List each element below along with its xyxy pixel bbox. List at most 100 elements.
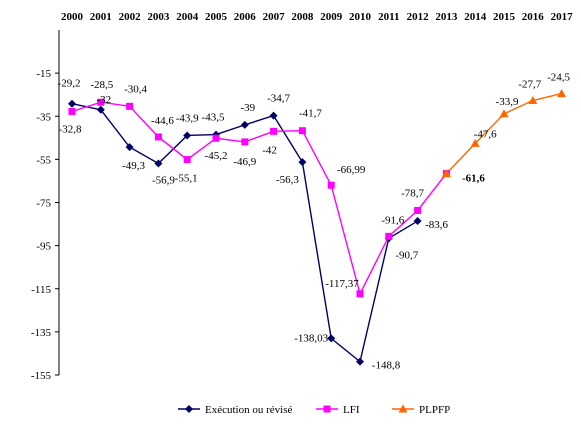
data-label-ex-cution-ou-r-vis: -56,3 [276,174,299,186]
data-label-lfi: -28,5 [90,79,113,91]
x-tick-label: 2011 [378,11,399,23]
x-tick-label: 2001 [90,11,112,23]
y-tick-label: -75 [36,198,51,210]
point-lfi [68,108,76,116]
data-label-lfi: -30,4 [124,83,147,95]
x-tick-label: 2003 [147,11,170,23]
point-lfi [126,102,134,110]
data-label-lfi: -42 [262,144,277,156]
point-lfi [356,290,364,298]
data-label-ex-cution-ou-r-vis: -56,9 [152,174,175,186]
legend-label-ex-cution-ou-r-vis: Exécution ou révisé [205,404,292,416]
point-ex-cution-ou-r-vis [96,105,105,114]
data-label-ex-cution-ou-r-vis: -34,7 [267,93,290,105]
y-tick-label: -115 [31,284,51,296]
x-tick-label: 2010 [349,11,372,23]
legend-label-plpfp: PLPFP [419,404,450,416]
x-tick-labels: 2000 2001 2002 2003 2004 2005 2006 2007 2008 2009… [61,11,573,23]
data-label-ex-cution-ou-r-vis: -32 [96,94,111,106]
data-label-lfi: -66,99 [337,164,366,176]
data-label-plpfp: -33,9 [496,96,519,108]
y-tick-labels: -15 -35 -55 -75 -95 -115 -135 -155 [31,68,52,382]
data-label-lfi: -32,8 [59,124,82,136]
data-label-lfi: -90,7 [395,249,418,261]
point-plpfp [528,96,538,105]
data-label-ex-cution-ou-r-vis: -148,8 [372,360,401,372]
point-lfi [241,138,249,146]
data-labels: -29,2 -32 -49,3 -56,9 -43,9 -43,5 -39 -34,7 -56,… [58,72,571,372]
data-label-plpfp: -27,7 [518,79,541,91]
series-line-lfi [71,101,447,296]
data-label-lfi: -61,6 [462,173,485,185]
point-plpfp [470,138,480,147]
data-label-lfi: -55,1 [175,173,198,185]
x-tick-label: 2015 [493,11,516,23]
point-ex-cution-ou-r-vis [68,99,76,108]
y-tick-label: -35 [36,111,51,123]
legend: Exécution ou révisé LFI PLPFP [178,404,450,416]
data-label-ex-cution-ou-r-vis: -91,6 [381,214,404,226]
point-lfi [97,98,105,106]
x-tick-label: 2014 [464,11,487,23]
point-lfi [270,127,278,135]
y-tick-label: -95 [36,241,51,253]
x-tick-label: 2013 [435,11,458,23]
legend-marker-ex-cution-ou-r-vis [185,405,193,413]
x-tick-label: 2016 [522,11,545,23]
data-label-plpfp: -24,5 [547,72,570,84]
point-ex-cution-ou-r-vis [240,120,249,129]
point-plpfp [441,169,451,178]
data-label-lfi: -45,2 [205,150,228,162]
data-label-ex-cution-ou-r-vis: -43,5 [202,112,225,124]
data-label-ex-cution-ou-r-vis: -49,3 [122,160,145,172]
x-tick-label: 2004 [176,11,199,23]
data-label-lfi: -46,9 [233,156,256,168]
point-ex-cution-ou-r-vis [413,217,422,226]
x-tick-label: 2007 [263,11,286,23]
y-tick-label: -55 [36,154,51,166]
data-label-ex-cution-ou-r-vis: -43,9 [176,112,199,124]
point-lfi [212,134,220,142]
data-label-lfi: -78,7 [401,187,424,199]
x-tick-label: 2000 [61,11,84,23]
x-tick-label: 2009 [320,11,343,23]
data-label-ex-cution-ou-r-vis: -83,6 [425,219,448,231]
point-ex-cution-ou-r-vis [125,143,134,152]
point-ex-cution-ou-r-vis [356,357,364,366]
point-lfi [298,127,306,135]
series-markers [68,89,567,366]
x-tick-label: 2005 [205,11,228,23]
data-label-lfi: -44,6 [151,115,174,127]
point-plpfp [499,109,509,118]
point-ex-cution-ou-r-vis [183,131,192,140]
y-tick-label: -15 [36,68,51,80]
y-tick-label: -135 [31,327,52,339]
point-lfi [154,133,162,141]
data-label-lfi: -41,7 [299,108,322,120]
data-label-lfi: -117,37 [325,278,359,290]
x-tick-label: 2006 [234,11,257,23]
point-lfi [327,181,335,189]
point-lfi [414,206,422,214]
legend-label-lfi: LFI [343,404,360,416]
point-ex-cution-ou-r-vis [269,111,278,120]
point-ex-cution-ou-r-vis [298,158,307,167]
point-lfi [385,232,393,240]
legend-marker-plpfp [398,404,408,413]
point-lfi [183,156,191,164]
data-label-ex-cution-ou-r-vis: -29,2 [58,78,81,90]
point-plpfp [557,89,567,98]
x-tick-label: 2017 [551,11,574,23]
axes [55,30,60,376]
data-label-ex-cution-ou-r-vis: -39 [240,102,255,114]
x-tick-label: 2012 [407,11,430,23]
point-ex-cution-ou-r-vis [154,159,163,168]
x-tick-label: 2008 [291,11,314,23]
legend-marker-lfi [323,405,331,413]
point-ex-cution-ou-r-vis [327,334,336,343]
x-tick-label: 2002 [119,11,142,23]
data-label-ex-cution-ou-r-vis: -138,03 [294,332,328,344]
data-label-plpfp: -47,6 [474,128,497,140]
y-tick-label: -155 [31,370,52,382]
